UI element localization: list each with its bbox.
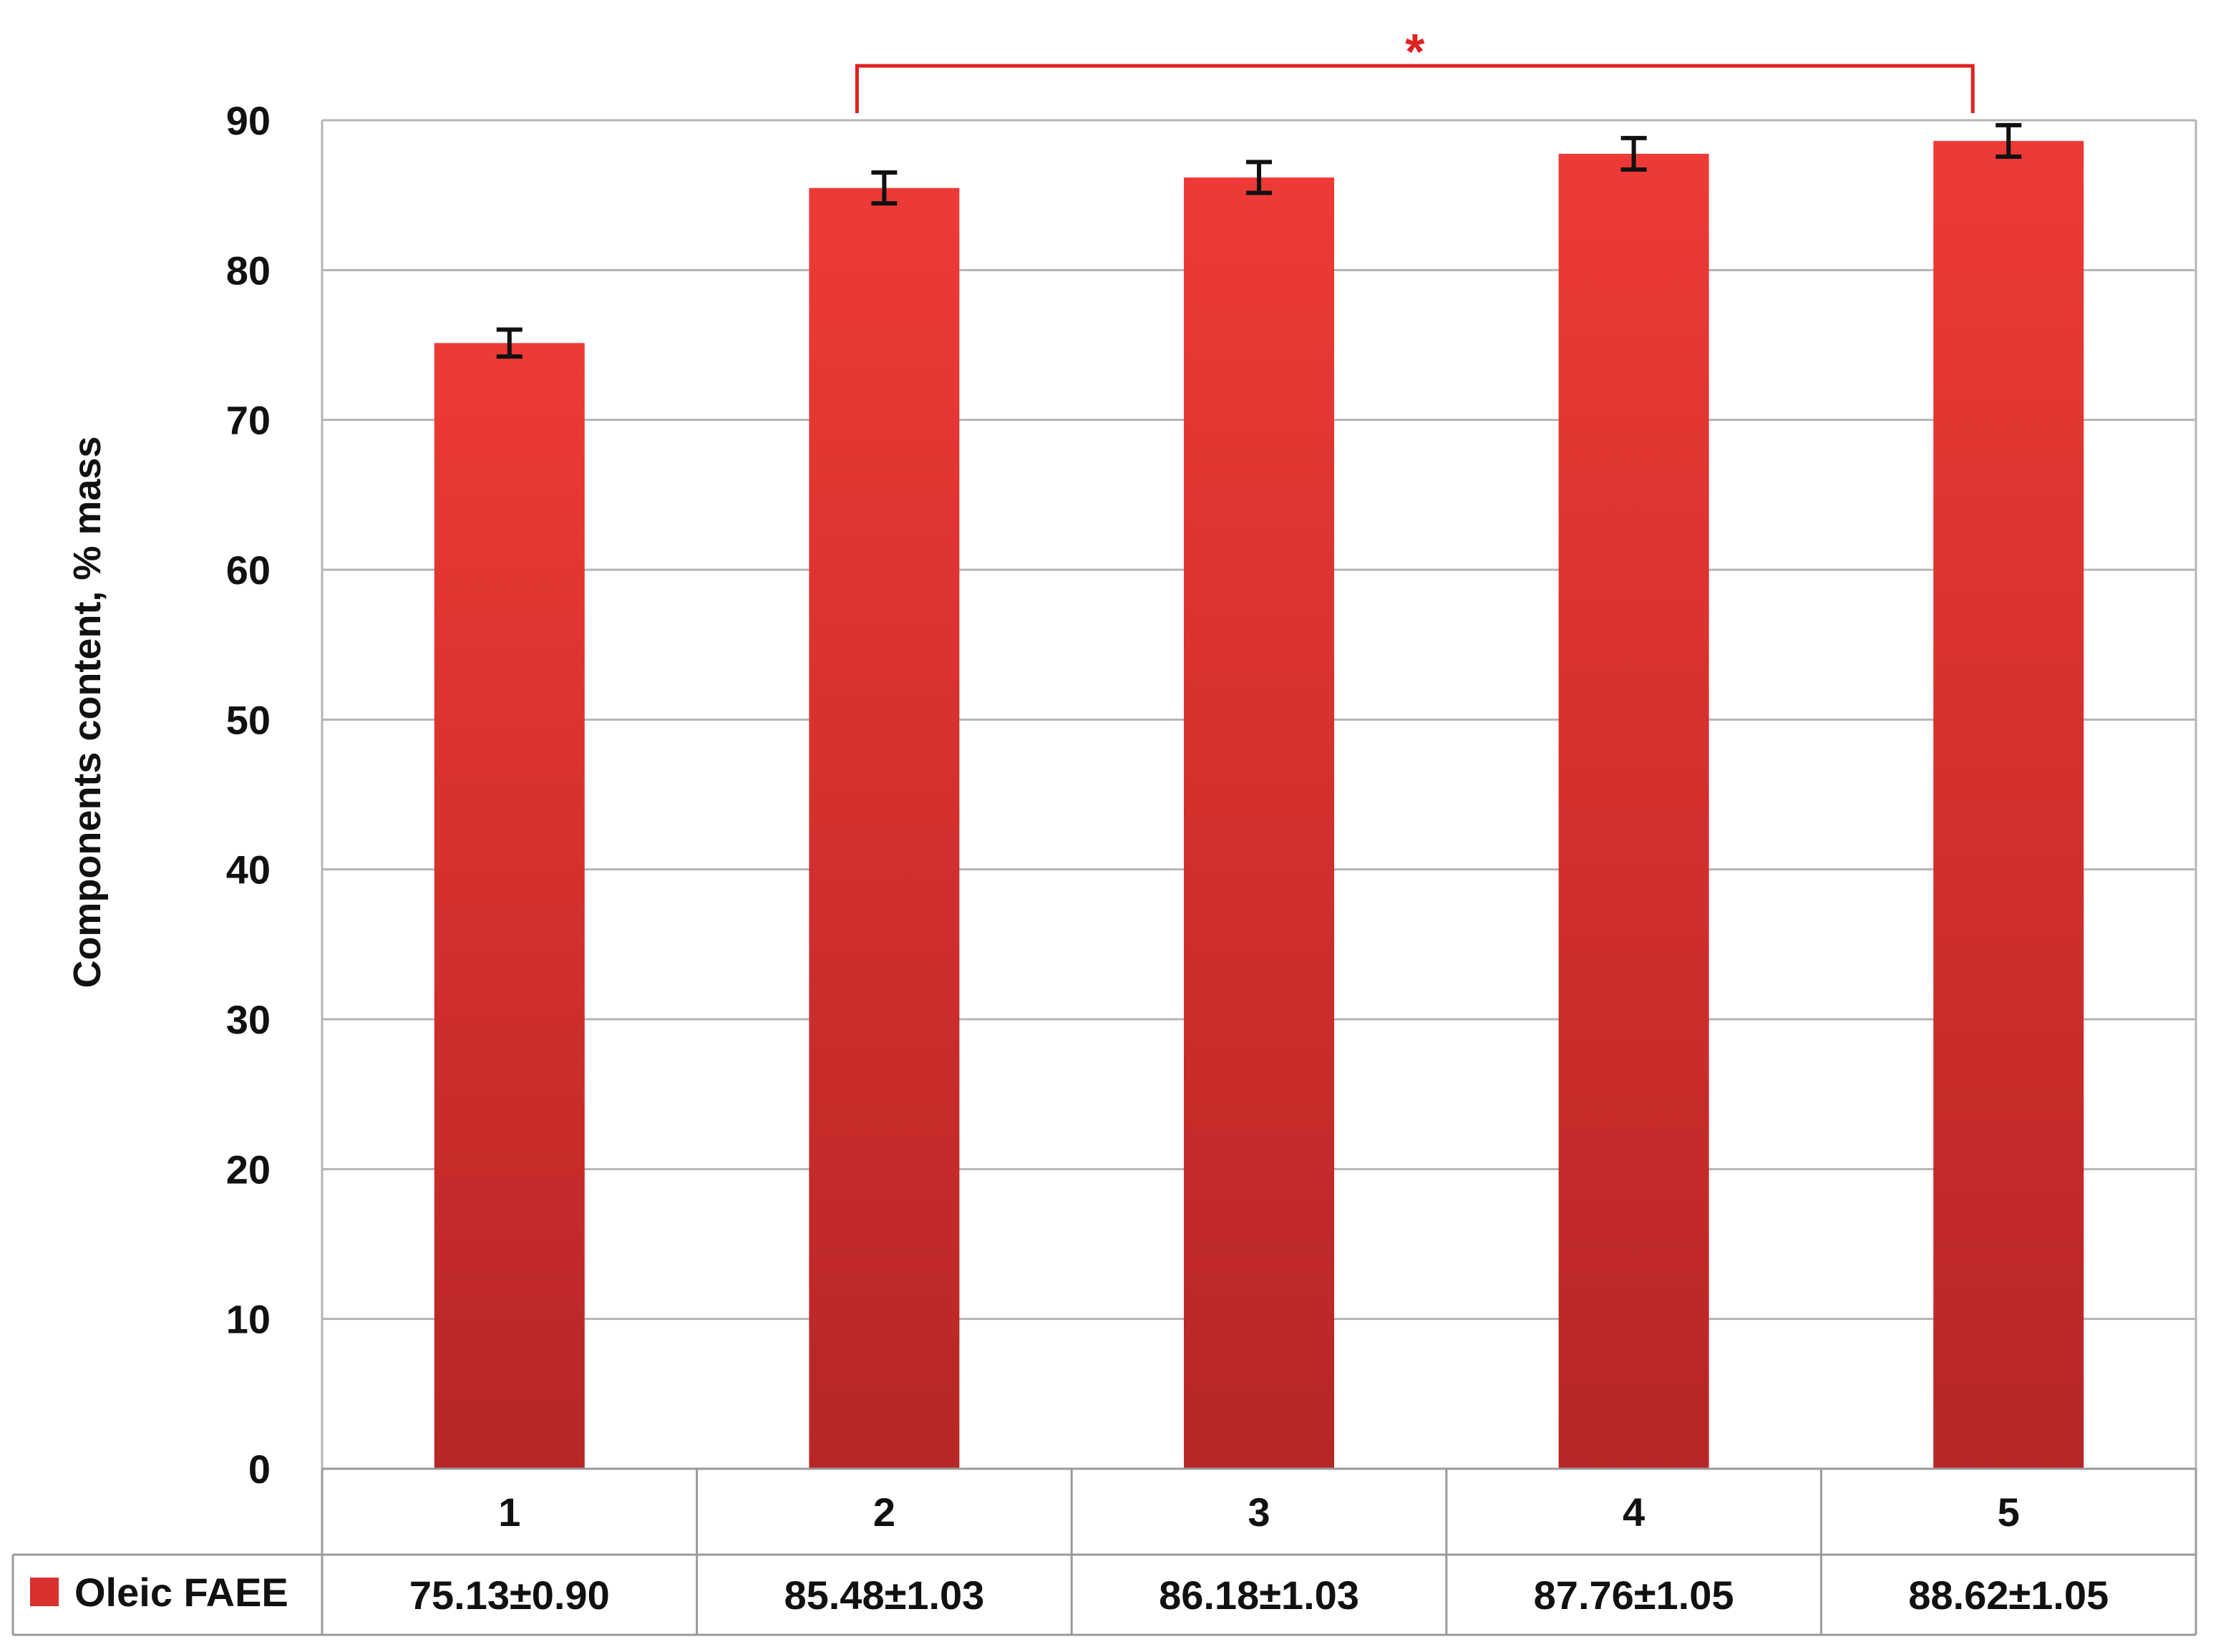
y-tick-label: 0 <box>248 1447 271 1492</box>
bar <box>434 343 585 1469</box>
table-cell-value: 88.62±1.05 <box>1908 1573 2109 1618</box>
significance-marker: * <box>1405 24 1425 79</box>
bar <box>809 188 960 1469</box>
error-bar <box>1996 122 2022 159</box>
y-tick-label: 20 <box>226 1147 271 1192</box>
legend-swatch <box>30 1578 59 1606</box>
significance-bracket: * <box>855 24 1975 113</box>
x-tick-label: 2 <box>873 1490 895 1535</box>
y-tick-label: 70 <box>226 398 271 443</box>
error-bar <box>1620 135 1647 172</box>
legend-label: Oleic FAEE <box>74 1570 288 1615</box>
data-table: 1 2 3 4 5 Oleic FAEE 75.13±0.90 85.48±1.03 86.18… <box>11 1467 2197 1636</box>
error-bars <box>496 122 2022 359</box>
error-bar <box>871 170 898 206</box>
y-axis-label: Components content, % mass <box>66 436 109 988</box>
bar <box>1558 153 1709 1469</box>
x-tick-label: 5 <box>1998 1490 2020 1535</box>
table-cell-value: 87.76±1.05 <box>1534 1573 1734 1618</box>
error-bar <box>1246 160 1272 195</box>
y-tick-label: 90 <box>226 98 271 143</box>
y-tick-label: 10 <box>226 1297 271 1342</box>
error-bar <box>496 327 523 359</box>
significance-line <box>855 64 1975 113</box>
y-tick-label: 50 <box>226 697 271 742</box>
bars <box>434 140 2084 1469</box>
table-cell-value: 75.13±0.90 <box>409 1573 610 1618</box>
y-axis-ticks: 0 10 20 30 40 50 60 70 80 90 <box>226 98 271 1492</box>
bar <box>1933 140 2084 1469</box>
x-tick-label: 1 <box>498 1490 520 1535</box>
y-tick-label: 30 <box>226 997 271 1042</box>
bar <box>1184 177 1334 1469</box>
y-tick-label: 60 <box>226 548 271 593</box>
table-cell-value: 86.18±1.03 <box>1159 1573 1359 1618</box>
x-tick-label: 4 <box>1623 1490 1645 1535</box>
y-tick-label: 40 <box>226 847 271 893</box>
table-cell-value: 85.48±1.03 <box>784 1573 984 1618</box>
x-tick-label: 3 <box>1248 1490 1270 1535</box>
y-tick-label: 80 <box>226 248 271 293</box>
